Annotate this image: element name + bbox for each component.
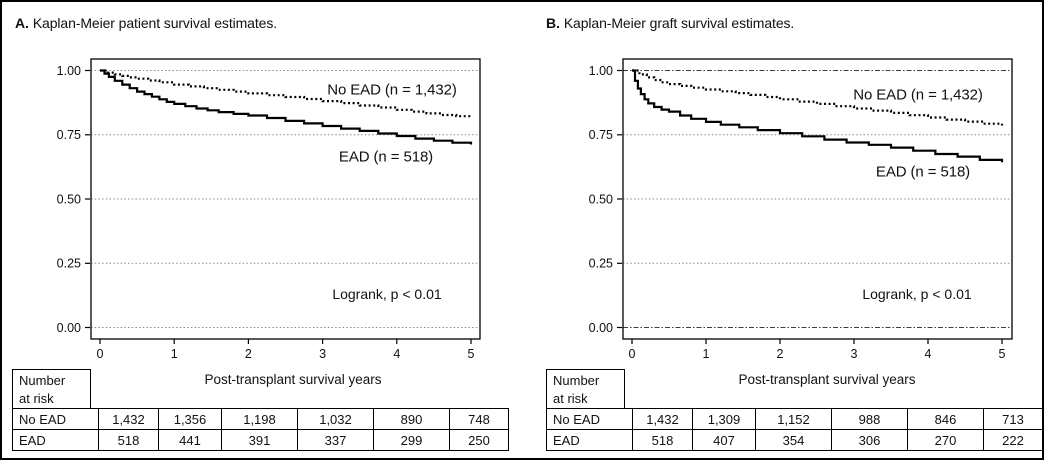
risk-count-cell: 306 bbox=[831, 429, 908, 451]
y-tick-label: 1.00 bbox=[589, 64, 613, 78]
risk-table: No EAD 1,432 1,309 1,152 988 846 713 EAD 518 407 3… bbox=[546, 408, 1042, 451]
y-tick-label: 0.25 bbox=[589, 257, 613, 271]
risk-count-cell: 270 bbox=[907, 429, 984, 451]
y-tick-label: 0.50 bbox=[589, 192, 613, 206]
risk-row: No EAD 1,432 1,309 1,152 988 846 713 bbox=[546, 408, 1042, 430]
panel-a-title-prefix: A. bbox=[15, 15, 29, 31]
risk-count-cell: 748 bbox=[449, 408, 509, 430]
risk-table-body: No EAD 1,432 1,309 1,152 988 846 713 EAD 518 407 3… bbox=[546, 408, 1042, 451]
panel-b-title-prefix: B. bbox=[546, 15, 560, 31]
panel-a-title-text: Kaplan-Meier patient survival estimates. bbox=[32, 15, 278, 31]
x-tick-label: 3 bbox=[319, 347, 326, 361]
y-tick-label: 0.25 bbox=[57, 257, 81, 271]
survival-curve-ead bbox=[632, 69, 1004, 163]
risk-count-cell: 988 bbox=[831, 408, 908, 430]
risk-count-cell: 1,432 bbox=[98, 408, 159, 430]
risk-count-cell: 391 bbox=[221, 429, 298, 451]
y-tick-label: 0.75 bbox=[589, 128, 613, 142]
curve-label-ead: EAD (n = 518) bbox=[338, 148, 434, 166]
risk-count-cell: 518 bbox=[98, 429, 159, 451]
risk-count-cell: 407 bbox=[692, 429, 756, 451]
risk-table: No EAD 1,432 1,356 1,198 1,032 890 748 EAD 518 44… bbox=[12, 408, 509, 451]
risk-row-label: EAD bbox=[12, 429, 99, 451]
x-tick-label: 1 bbox=[171, 347, 178, 361]
curve-label-no-ead: No EAD (n = 1,432) bbox=[327, 81, 457, 99]
risk-count-cell: 1,432 bbox=[632, 408, 693, 430]
logrank-annotation: Logrank, p < 0.01 bbox=[862, 286, 972, 302]
risk-row-label: No EAD bbox=[546, 408, 633, 430]
risk-count-cell: 1,309 bbox=[692, 408, 756, 430]
x-tick-label: 5 bbox=[468, 347, 475, 361]
km-plot-svg-a: 1.00 0.75 0.50 0.25 0.00 0 1 2 3 4 5 bbox=[57, 58, 481, 361]
x-axis-label: Post-transplant survival years bbox=[204, 372, 382, 387]
risk-count-cell: 299 bbox=[373, 429, 450, 451]
y-tick-label: 0.50 bbox=[57, 192, 81, 206]
risk-corner-line1: Number bbox=[19, 373, 66, 388]
x-tick-label: 5 bbox=[999, 347, 1006, 361]
x-tick-label: 2 bbox=[777, 347, 784, 361]
y-tick-label: 0.75 bbox=[57, 128, 81, 142]
curve-label-ead: EAD (n = 518) bbox=[875, 163, 971, 181]
panel-a-title: A. Kaplan-Meier patient survival estimate… bbox=[15, 15, 277, 31]
logrank-annotation: Logrank, p < 0.01 bbox=[332, 286, 442, 302]
x-tick-label: 0 bbox=[629, 347, 636, 361]
panel-b-title: B. Kaplan-Meier graft survival estimates. bbox=[546, 15, 794, 31]
risk-count-cell: 1,356 bbox=[158, 408, 222, 430]
risk-table-corner: Number at risk bbox=[12, 369, 91, 409]
x-axis-label: Post-transplant survival years bbox=[738, 372, 916, 387]
y-tick-label: 1.00 bbox=[57, 64, 81, 78]
risk-count-cell: 250 bbox=[449, 429, 509, 451]
x-tick-label: 0 bbox=[97, 347, 104, 361]
risk-row: EAD 518 407 354 306 270 222 bbox=[546, 429, 1042, 451]
risk-row-label: EAD bbox=[546, 429, 633, 451]
x-tick-label: 1 bbox=[703, 347, 710, 361]
risk-corner-line2: at risk bbox=[553, 391, 588, 406]
risk-count-cell: 1,032 bbox=[297, 408, 374, 430]
km-plot-svg-b: 1.00 0.75 0.50 0.25 0.00 0 1 2 3 4 5 bbox=[589, 58, 1013, 361]
risk-row-label: No EAD bbox=[12, 408, 99, 430]
survival-curve-no-ead bbox=[100, 69, 473, 118]
plot-frame bbox=[622, 58, 1013, 340]
y-tick-label: 0.00 bbox=[57, 321, 81, 335]
risk-corner-line2: at risk bbox=[19, 391, 54, 406]
risk-count-cell: 518 bbox=[632, 429, 693, 451]
panel-b-graft-survival: B. Kaplan-Meier graft survival estimates.… bbox=[522, 2, 1042, 458]
risk-count-cell: 713 bbox=[983, 408, 1042, 430]
panel-b-title-text: Kaplan-Meier graft survival estimates. bbox=[563, 15, 795, 31]
panel-a-patient-survival: A. Kaplan-Meier patient survival estimate… bbox=[2, 2, 524, 458]
risk-count-cell: 1,152 bbox=[755, 408, 832, 430]
curve-label-no-ead: No EAD (n = 1,432) bbox=[853, 86, 983, 104]
risk-count-cell: 1,198 bbox=[221, 408, 298, 430]
risk-table-body: No EAD 1,432 1,356 1,198 1,032 890 748 EAD 518 44… bbox=[12, 408, 509, 451]
x-tick-label: 3 bbox=[851, 347, 858, 361]
x-tick-label: 4 bbox=[925, 347, 932, 361]
risk-count-cell: 337 bbox=[297, 429, 374, 451]
risk-count-cell: 354 bbox=[755, 429, 832, 451]
survival-curve-no-ead bbox=[632, 69, 1004, 126]
x-tick-label: 2 bbox=[245, 347, 252, 361]
y-tick-label: 0.00 bbox=[589, 321, 613, 335]
x-tick-label: 4 bbox=[393, 347, 400, 361]
risk-count-cell: 890 bbox=[373, 408, 450, 430]
plot-frame bbox=[90, 58, 481, 340]
risk-count-cell: 441 bbox=[158, 429, 222, 451]
risk-count-cell: 846 bbox=[907, 408, 984, 430]
risk-row: EAD 518 441 391 337 299 250 bbox=[12, 429, 509, 451]
risk-row: No EAD 1,432 1,356 1,198 1,032 890 748 bbox=[12, 408, 509, 430]
survival-curve-ead bbox=[100, 69, 473, 145]
risk-count-cell: 222 bbox=[983, 429, 1042, 451]
risk-table-corner: Number at risk bbox=[546, 369, 625, 409]
risk-corner-line1: Number bbox=[553, 373, 600, 388]
